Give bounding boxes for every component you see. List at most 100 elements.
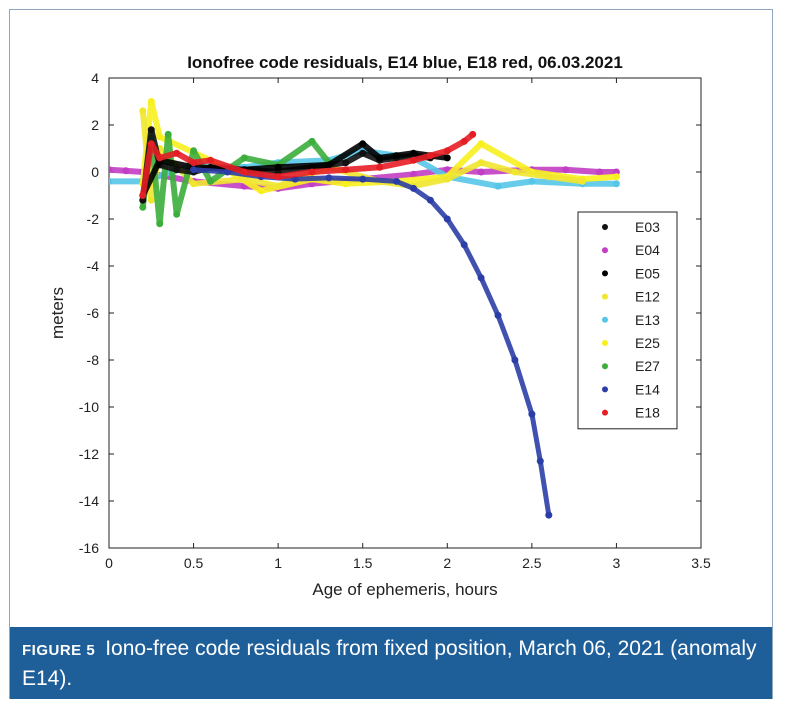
data-point-e13	[109, 177, 113, 185]
data-point-e12	[545, 173, 553, 181]
data-point-e27	[164, 130, 172, 138]
data-point-e14	[477, 274, 485, 282]
data-point-e14	[223, 168, 231, 176]
legend-label-e27: E27	[635, 358, 660, 374]
legend-marker-e27	[602, 363, 608, 370]
y-tick-label: -4	[87, 258, 100, 274]
legend-label-e14: E14	[635, 381, 660, 397]
data-point-e18	[342, 166, 350, 174]
data-point-e18	[207, 156, 214, 164]
data-point-e05	[443, 154, 451, 162]
data-point-e18	[274, 173, 282, 181]
data-point-e04	[562, 166, 570, 174]
x-tick-label: 3	[613, 555, 621, 571]
data-point-e25	[342, 180, 350, 188]
legend-label-e04: E04	[635, 242, 660, 258]
figure-caption: FIGURE 5 Iono-free code residuals from fi…	[10, 627, 772, 699]
data-point-e27	[173, 210, 181, 218]
y-tick-label: 2	[91, 117, 99, 133]
x-tick-label: 0	[105, 555, 113, 571]
data-point-e12	[147, 196, 155, 204]
data-point-e13	[612, 180, 620, 188]
data-point-e14	[443, 215, 451, 223]
y-tick-label: -10	[79, 399, 99, 415]
data-point-e14	[410, 184, 417, 192]
data-point-e05	[376, 154, 384, 162]
data-point-e18	[240, 168, 248, 176]
data-point-e05	[359, 140, 367, 148]
data-point-e12	[443, 175, 451, 183]
data-point-e04	[596, 168, 603, 176]
data-point-e14	[190, 166, 198, 174]
data-point-e18	[173, 149, 181, 157]
data-point-e27	[139, 203, 147, 211]
data-point-e14	[460, 241, 468, 249]
data-point-e12	[579, 177, 587, 185]
legend-box	[577, 211, 678, 430]
y-tick-label: -2	[87, 211, 100, 227]
data-point-e05	[393, 152, 400, 160]
legend-marker-e05	[602, 270, 608, 277]
data-point-e14	[359, 175, 367, 183]
data-point-e14	[325, 174, 333, 182]
legend-marker-e03	[602, 224, 608, 230]
data-point-e14	[536, 457, 544, 465]
data-point-e18	[410, 156, 417, 164]
y-tick-label: -6	[87, 305, 100, 321]
figure-frame: Ionofree code residuals, E14 blue, E18 r…	[9, 9, 773, 699]
data-point-e12	[477, 159, 485, 167]
data-point-e12	[240, 175, 248, 183]
legend-marker-e12	[602, 293, 608, 300]
data-point-e27	[240, 154, 248, 162]
data-point-e18	[139, 192, 147, 199]
x-tick-label: 2	[443, 555, 451, 571]
data-point-e27	[308, 137, 316, 145]
data-point-e12	[511, 168, 519, 176]
y-tick-label: 0	[91, 164, 99, 180]
x-tick-label: 0.5	[184, 555, 204, 571]
legend-label-e03: E03	[635, 219, 660, 235]
legend-label-e05: E05	[635, 265, 660, 281]
data-point-e04	[122, 167, 130, 175]
data-point-e27	[156, 220, 164, 228]
data-point-e04	[477, 168, 485, 176]
figure-label: FIGURE 5	[22, 642, 96, 659]
legend-marker-e25	[602, 340, 608, 346]
data-point-e12	[274, 182, 282, 190]
legend-label-e18: E18	[635, 405, 660, 421]
legend-label-e12: E12	[635, 289, 660, 305]
y-tick-label: -14	[79, 493, 99, 509]
data-point-e12	[190, 180, 198, 188]
legend-label-e13: E13	[635, 312, 660, 328]
data-point-e13	[494, 182, 502, 190]
chart: Ionofree code residuals, E14 blue, E18 r…	[48, 53, 711, 599]
legend-label-e25: E25	[635, 335, 660, 351]
legend: E03 E04 E05 E12 E13 E25 E27 E14 E18	[577, 211, 678, 430]
data-point-e14	[393, 177, 400, 185]
series-e18	[139, 130, 477, 199]
data-point-e05	[410, 149, 417, 157]
data-point-e05	[325, 161, 333, 169]
data-point-e25	[147, 98, 155, 105]
y-axis-label: meters	[48, 287, 67, 339]
data-point-e18	[443, 147, 451, 155]
y-tick-label: -12	[79, 446, 99, 462]
data-point-e18	[190, 159, 198, 167]
data-point-e25	[156, 133, 164, 141]
chart-title: Ionofree code residuals, E14 blue, E18 r…	[187, 53, 623, 72]
data-point-e18	[426, 152, 434, 160]
x-axis-label: Age of ephemeris, hours	[312, 580, 497, 599]
data-point-e03	[147, 126, 155, 134]
data-point-e14	[426, 196, 434, 204]
data-point-e03	[173, 166, 181, 174]
data-point-e04	[410, 170, 417, 178]
x-tick-label: 1	[274, 555, 282, 571]
data-point-e25	[612, 173, 620, 181]
data-point-e18	[147, 140, 155, 148]
x-tick-label: 2.5	[522, 555, 542, 571]
data-point-e18	[460, 137, 468, 145]
legend-marker-e13	[602, 316, 608, 323]
data-point-e25	[257, 187, 265, 195]
data-point-e05	[274, 163, 282, 171]
data-point-e18	[376, 163, 384, 171]
